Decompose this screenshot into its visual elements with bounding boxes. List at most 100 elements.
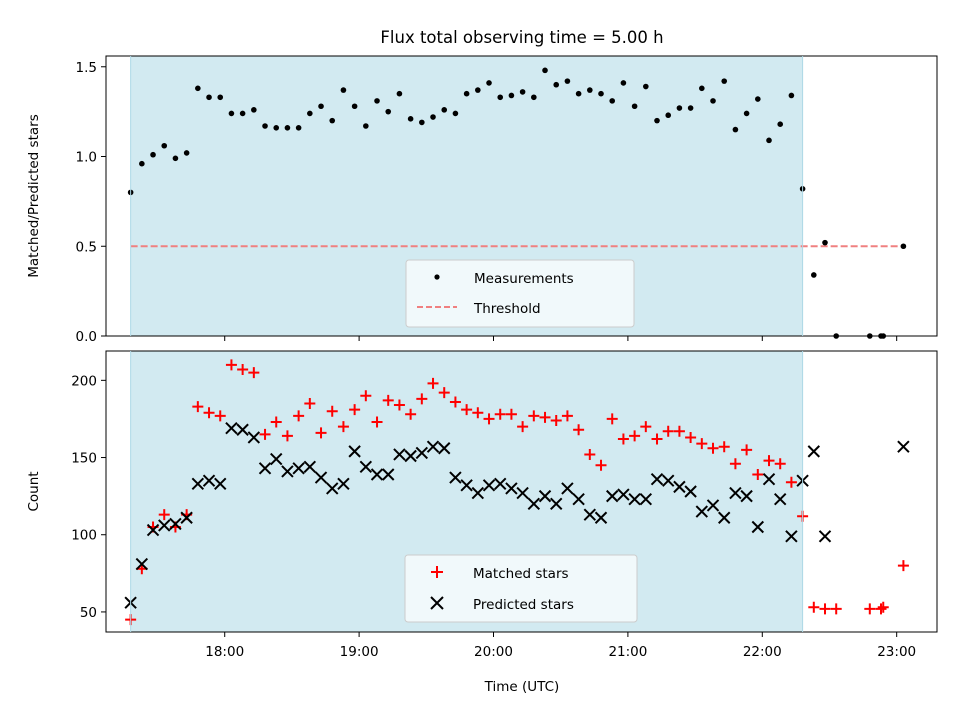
y-tick-label: 150 <box>71 451 97 467</box>
matched-star-point <box>449 396 461 408</box>
measurement-point <box>508 92 515 99</box>
measurement-point <box>665 112 672 119</box>
matched-star-point <box>214 410 226 422</box>
predicted-star-point <box>897 440 910 453</box>
matched-star-point <box>270 416 282 428</box>
matched-star-point <box>158 509 170 521</box>
predicted-star-point <box>662 474 675 487</box>
matched-star-point <box>405 408 417 420</box>
measurement-point <box>374 98 380 104</box>
count-y-axis-label: Count <box>26 471 42 511</box>
x-tick-label: 23:00 <box>877 644 916 660</box>
measurement-point <box>676 105 683 111</box>
predicted-star-point <box>314 471 328 484</box>
measurement-point <box>699 85 705 92</box>
matched-star-point <box>808 601 820 613</box>
measurement-point <box>609 98 616 104</box>
predicted-star-point <box>583 508 597 521</box>
matched-star-point <box>337 421 349 433</box>
matched-star-point <box>651 433 663 445</box>
measurement-point <box>732 126 739 133</box>
predicted-star-point <box>370 468 384 481</box>
matched-star-point <box>326 405 338 417</box>
matched-star-point <box>528 410 540 422</box>
measurement-point <box>217 94 224 101</box>
legend-threshold-label: Threshold <box>473 301 541 317</box>
predicted-star-point <box>169 517 182 531</box>
predicted-star-point <box>247 431 261 444</box>
measurement-point <box>363 123 369 129</box>
measurement-point <box>329 117 336 124</box>
matched-star-point <box>561 410 573 422</box>
predicted-star-point <box>718 511 731 524</box>
predicted-star-point <box>460 479 473 492</box>
legend-predicted-label: Predicted stars <box>473 597 574 613</box>
matched-star-point <box>763 455 775 467</box>
measurement-point <box>822 239 828 246</box>
predicted-star-point <box>650 472 664 486</box>
predicted-star-point <box>762 472 776 486</box>
predicted-star-point <box>606 489 619 503</box>
matched-star-point <box>830 603 842 615</box>
matched-star-point <box>875 603 887 615</box>
predicted-star-point <box>382 468 395 481</box>
matched-star-point <box>729 458 741 470</box>
measurement-point <box>497 94 504 101</box>
x-tick-label: 22:00 <box>743 644 782 660</box>
y-tick-label: 100 <box>71 528 97 544</box>
y-tick-label: 0.5 <box>76 239 97 255</box>
y-tick-label: 1.0 <box>76 150 97 166</box>
measurement-point <box>385 108 392 115</box>
measurement-point <box>172 155 179 162</box>
predicted-star-point <box>617 488 630 501</box>
predicted-star-point <box>292 462 305 475</box>
matched-star-point <box>349 404 361 416</box>
predicted-star-point <box>303 460 317 474</box>
predicted-star-point <box>561 482 574 495</box>
measurement-point <box>262 123 268 129</box>
matched-star-point <box>393 399 405 411</box>
matched-star-point <box>595 459 607 471</box>
matched-star-point <box>819 603 831 615</box>
predicted-star-point <box>438 442 451 455</box>
measurement-point <box>452 110 459 117</box>
matched-star-point <box>505 408 517 420</box>
predicted-star-point <box>550 497 563 511</box>
legend-measurements-label: Measurements <box>474 271 574 287</box>
matched-star-point <box>472 407 484 419</box>
predicted-star-point <box>393 448 406 461</box>
predicted-star-point <box>494 477 507 490</box>
measurement-point <box>631 103 638 110</box>
predicted-star-point <box>158 519 171 532</box>
predicted-star-point <box>236 423 249 436</box>
matched-star-point <box>864 603 876 615</box>
measurement-point <box>519 89 526 95</box>
matched-star-point <box>438 387 450 399</box>
predicted-star-point <box>415 446 429 460</box>
measurement-point <box>307 110 313 117</box>
matched-star-point <box>584 448 596 460</box>
measurement-point <box>295 124 302 131</box>
matched-star-point <box>416 393 428 405</box>
predicted-star-point <box>180 511 193 524</box>
measurement-point <box>743 110 750 117</box>
matched-star-point <box>629 430 641 442</box>
predicted-star-point <box>695 505 709 518</box>
matched-star-point <box>877 601 889 613</box>
count-legend: Matched stars Predicted stars <box>404 554 638 623</box>
matched-star-point <box>315 427 327 439</box>
predicted-star-point <box>359 460 373 474</box>
x-tick-label: 21:00 <box>608 644 647 660</box>
measurement-point <box>687 105 694 111</box>
count-legend-box <box>404 554 638 623</box>
measurement-point <box>553 81 560 88</box>
measurement-point <box>475 87 481 93</box>
measurement-point <box>206 94 212 101</box>
predicted-star-point <box>785 530 798 543</box>
y-tick-label: 50 <box>80 605 97 621</box>
y-tick-label: 0.0 <box>76 329 97 345</box>
matched-star-point <box>685 431 697 443</box>
chart-title: Flux total observing time = 5.00 h <box>380 28 663 47</box>
measurement-point <box>441 107 448 113</box>
measurement-point <box>721 78 728 84</box>
